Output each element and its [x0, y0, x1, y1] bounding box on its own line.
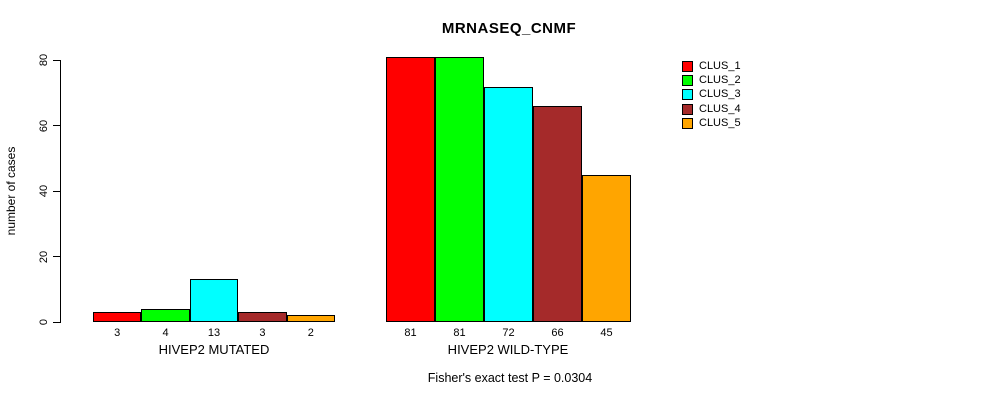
legend-swatch-icon	[682, 60, 693, 72]
bar-clus_5-group2	[582, 174, 631, 322]
y-tick-label: 20	[38, 250, 50, 263]
fisher-test-annotation: Fisher's exact test P = 0.0304	[427, 371, 593, 385]
legend-label: CLUS_3	[699, 88, 741, 101]
y-tick-mark	[53, 190, 61, 192]
bar-clus_2-group2	[435, 57, 484, 322]
legend-item: CLUS_2	[682, 73, 741, 87]
y-tick-mark	[53, 59, 61, 61]
bar-clus_1-group1	[93, 312, 142, 322]
y-tick-mark	[53, 256, 61, 258]
y-tick-label: 0	[38, 318, 50, 326]
bar-clus_4-group2	[533, 106, 582, 322]
bar-clus_5-group1	[286, 315, 335, 322]
bar-value: 3	[259, 327, 266, 339]
bar-value: 2	[307, 327, 314, 339]
legend-swatch-icon	[682, 103, 693, 115]
x-group-label-mutated: HIVEP2 MUTATED	[158, 342, 270, 357]
bar-clus_4-group1	[238, 312, 287, 322]
y-tick-label: 80	[38, 54, 50, 67]
bar-value: 4	[162, 327, 169, 339]
bar-value: 72	[502, 327, 515, 339]
bar-value: 13	[207, 327, 221, 339]
bar-value: 81	[453, 327, 466, 339]
x-group-label-wildtype: HIVEP2 WILD-TYPE	[447, 342, 569, 357]
legend-label: CLUS_1	[699, 59, 741, 72]
bar-clus_2-group1	[141, 308, 190, 322]
bar-value: 45	[600, 327, 613, 339]
y-tick-label: 60	[38, 119, 50, 132]
bar-clus_1-group2	[386, 57, 435, 322]
legend-swatch-icon	[682, 75, 693, 87]
bar-value: 3	[114, 327, 121, 339]
legend-item: CLUS_5	[682, 117, 741, 131]
chart-title: MRNASEQ_CNMF	[441, 20, 577, 37]
legend-swatch-icon	[682, 118, 693, 130]
bar-value: 66	[551, 327, 564, 339]
legend-label: CLUS_5	[699, 117, 741, 130]
y-tick-mark	[53, 125, 61, 127]
legend: CLUS_1 CLUS_2 CLUS_3 CLUS_4 CLUS_5	[682, 59, 741, 131]
y-tick-mark	[53, 321, 61, 323]
legend-label: CLUS_2	[699, 74, 741, 87]
bar-clus_3-group1	[189, 279, 239, 322]
legend-item: CLUS_4	[682, 102, 741, 116]
legend-swatch-icon	[682, 89, 693, 101]
y-axis-label: number of cases	[4, 146, 18, 236]
y-tick-label: 40	[38, 185, 50, 198]
legend-label: CLUS_4	[699, 102, 741, 115]
bar-clus_3-group2	[484, 86, 533, 322]
legend-item: CLUS_3	[682, 88, 741, 102]
bar-value: 81	[404, 327, 417, 339]
legend-item: CLUS_1	[682, 59, 741, 73]
